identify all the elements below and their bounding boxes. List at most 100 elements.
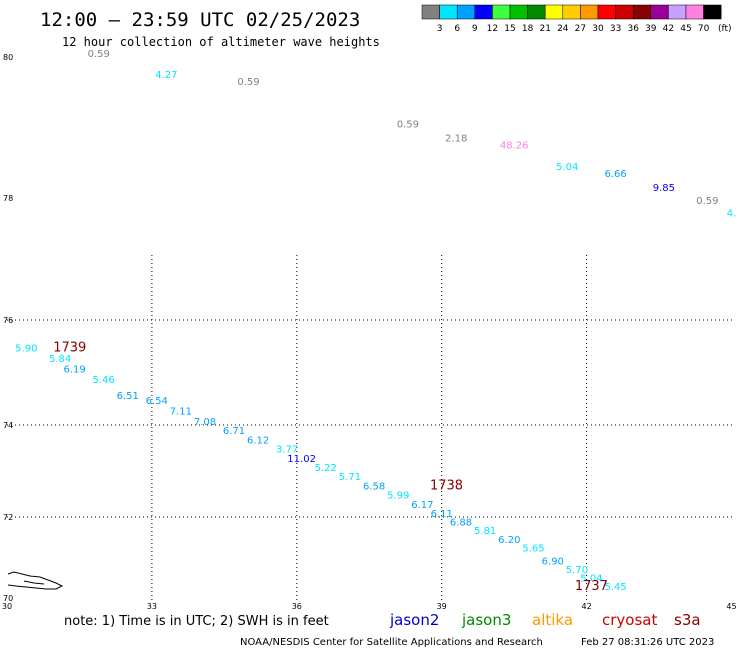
- legend-swatch: [668, 4, 687, 20]
- legend-swatch: [632, 4, 652, 20]
- swh-value: 6.66: [604, 169, 626, 180]
- satellite-legend: jason2 jason3 altika cryosat s3a: [389, 611, 701, 629]
- legend-tick-label: 9: [472, 24, 478, 34]
- swh-value: 6.90: [542, 556, 564, 567]
- legend-tick-label: 3: [437, 24, 443, 34]
- legend-tick-label: 39: [645, 24, 657, 34]
- satellite-label-jason2: jason2: [389, 611, 439, 629]
- swh-value: 11.02: [287, 454, 316, 465]
- legend-tick-label: 21: [539, 24, 550, 34]
- footer-note: note: 1) Time is in UTC; 2) SWH is in fe…: [64, 614, 329, 629]
- satellite-label-cryosat: cryosat: [602, 611, 657, 629]
- legend-swatch: [439, 4, 458, 20]
- swh-observations: 0.59 4.27 0.59 0.59 2.18 48.26 5.04 6.66 9.85 0.5…: [15, 49, 736, 593]
- swh-value: 6.19: [63, 365, 85, 376]
- legend-unit: (ft): [718, 24, 732, 34]
- legend-swatch: [474, 4, 493, 20]
- legend-swatch: [527, 4, 546, 20]
- legend-tick-label: 24: [557, 24, 569, 34]
- swh-value: 7.11: [170, 407, 192, 418]
- axis-labels: 30 33 36 39 42 45 72 74 76 78 80 70: [2, 53, 737, 611]
- legend-swatch: [703, 4, 722, 20]
- legend-tick-label: 12: [487, 24, 498, 34]
- legend-tick-label: 18: [522, 24, 534, 34]
- legend-swatch: [562, 4, 581, 20]
- lat-tick-label: 78: [3, 194, 13, 203]
- legend-tick-label: 15: [504, 24, 515, 34]
- legend-swatch: [597, 4, 616, 20]
- swh-value: 48.26: [500, 141, 529, 152]
- lon-tick-label: 39: [437, 602, 447, 611]
- lat-tick-label: 80: [3, 53, 13, 62]
- legend-tick-label: 45: [680, 24, 691, 34]
- swh-value: 6.17: [411, 500, 433, 511]
- legend-swatch: [615, 4, 634, 20]
- satellite-label-jason3: jason3: [461, 611, 511, 629]
- swh-value: 5.99: [387, 491, 409, 502]
- swh-value: 4.: [727, 208, 737, 219]
- swh-value: 5.70: [566, 565, 588, 576]
- legend-swatch: [650, 4, 669, 20]
- legend-swatch: [492, 4, 511, 20]
- swh-value: 6.88: [450, 518, 472, 529]
- swh-value: 2.18: [445, 134, 467, 145]
- lat-tick-label: 74: [3, 421, 13, 430]
- pass-time-labels: 1739 1738 1737: [53, 341, 608, 595]
- lon-tick-label: 30: [2, 602, 12, 611]
- swh-value: 6.12: [247, 435, 269, 446]
- swh-value: 5.71: [339, 472, 361, 483]
- lat-tick-label: 70: [3, 594, 13, 603]
- swh-value: 5.84: [49, 354, 71, 365]
- lon-tick-label: 33: [147, 602, 157, 611]
- legend-tick-label: 33: [610, 24, 621, 34]
- swh-value: 5.46: [92, 375, 114, 386]
- legend-swatch: [509, 4, 528, 20]
- pass-time-label: 1739: [53, 341, 86, 356]
- swh-value: 5.04: [556, 162, 578, 173]
- page-title: 12:00 – 23:59 UTC 02/25/2023: [40, 9, 360, 31]
- page-subtitle: 12 hour collection of altimeter wave hei…: [62, 35, 380, 49]
- swh-value: 5.04: [580, 574, 602, 585]
- swh-value: 0.59: [696, 196, 718, 207]
- lat-tick-label: 76: [3, 316, 13, 325]
- legend-swatch: [685, 4, 704, 20]
- legend-swatch: [544, 4, 564, 20]
- coastline-shape: [7, 571, 64, 590]
- legend-tick-label: 36: [627, 24, 639, 34]
- lon-tick-label: 45: [726, 602, 736, 611]
- swh-value: 5.90: [15, 344, 37, 355]
- swh-value: 6.54: [146, 396, 168, 407]
- legend-tick-label: 30: [592, 24, 604, 34]
- swh-value: 6.20: [498, 535, 520, 546]
- color-legend: 3 6 9 12 15 18 21 24 27 30 33 36 39 42 45 70: [421, 4, 722, 34]
- legend-swatch: [456, 4, 476, 20]
- swh-value: 6.58: [363, 481, 385, 492]
- legend-tick-label: 70: [698, 24, 710, 34]
- swh-value: 5.45: [604, 582, 626, 593]
- swh-value: 6.11: [431, 509, 453, 520]
- satellite-label-s3a: s3a: [674, 611, 701, 629]
- lon-tick-label: 42: [582, 602, 592, 611]
- legend-tick-label: 42: [663, 24, 674, 34]
- swh-value: 0.59: [237, 77, 259, 88]
- pass-time-label: 1737: [575, 579, 608, 594]
- lat-lon-grid: [7, 255, 735, 600]
- footer-timestamp: Feb 27 08:31:26 UTC 2023: [581, 637, 714, 648]
- swh-value: 5.81: [474, 526, 496, 537]
- legend-tick-label: 27: [575, 24, 586, 34]
- satellite-label-altika: altika: [532, 611, 573, 629]
- swh-value: 3.77: [276, 445, 298, 456]
- swh-value: 0.59: [88, 49, 110, 60]
- swh-value: 9.85: [653, 183, 675, 194]
- legend-tick-label: 6: [454, 24, 460, 34]
- swh-value: 7.08: [194, 417, 216, 428]
- swh-value: 0.59: [397, 120, 419, 131]
- swh-value: 6.71: [223, 426, 245, 437]
- legend-swatch: [421, 4, 440, 20]
- footer-credit: NOAA/NESDIS Center for Satellite Applica…: [240, 637, 543, 648]
- swh-value: 5.22: [315, 463, 337, 474]
- swh-value: 6.51: [117, 391, 139, 402]
- legend-swatch: [580, 4, 599, 20]
- swh-value: 5.65: [522, 543, 544, 554]
